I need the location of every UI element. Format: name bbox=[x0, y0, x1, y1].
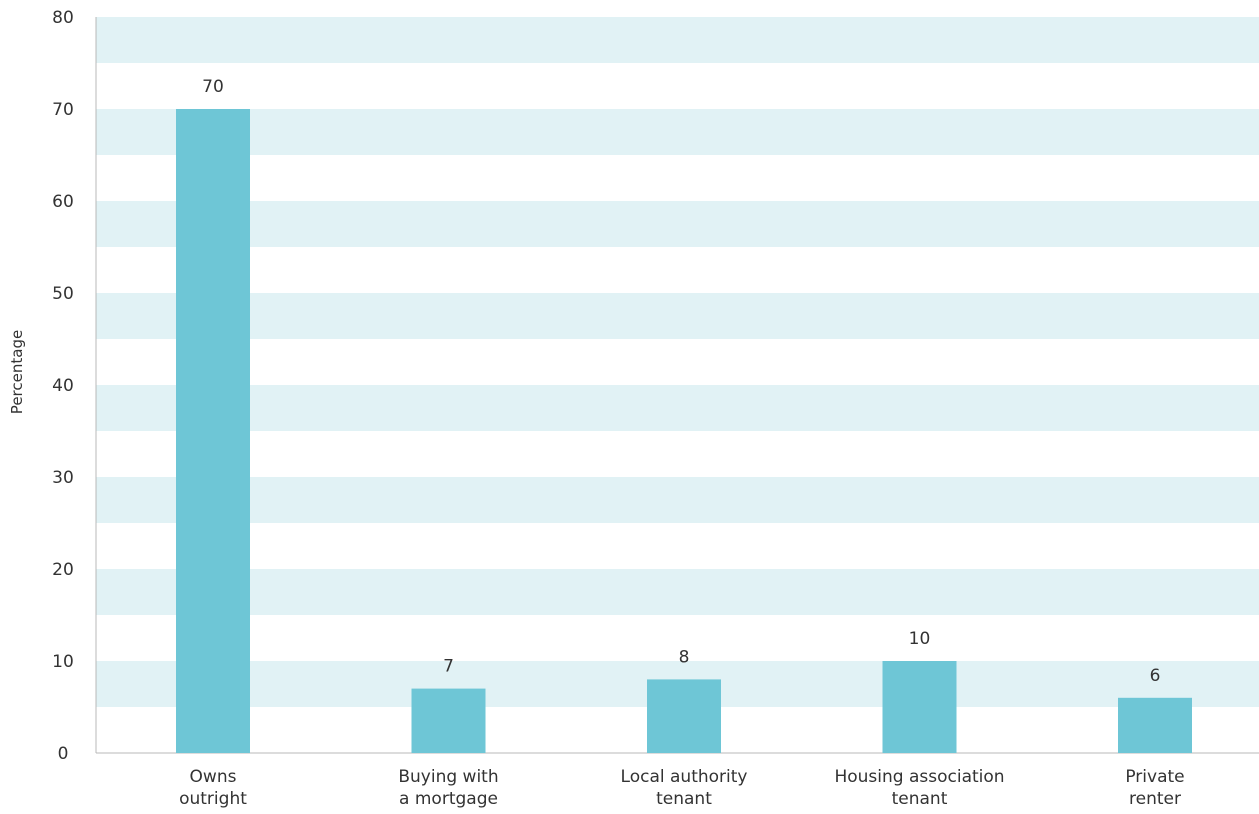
bar bbox=[411, 688, 486, 753]
y-tick-label: 40 bbox=[52, 376, 74, 396]
y-axis-title: Percentage bbox=[8, 330, 26, 414]
grid-band bbox=[96, 385, 1259, 431]
category-label: Housing association tenant bbox=[834, 767, 1004, 809]
y-tick-label: 10 bbox=[52, 652, 74, 672]
category-labels: Owns outright Buying with a mortgage Local a… bbox=[179, 767, 1185, 809]
data-label: 7 bbox=[443, 657, 454, 677]
data-label: 8 bbox=[679, 647, 690, 667]
grid-bands bbox=[96, 17, 1259, 707]
category-label: Owns outright bbox=[179, 767, 247, 809]
bar bbox=[882, 661, 957, 753]
y-tick-label: 70 bbox=[52, 100, 74, 120]
bar bbox=[176, 109, 250, 753]
y-tick-label: 20 bbox=[52, 560, 74, 580]
category-label: Local authority tenant bbox=[621, 767, 748, 809]
y-tick-label: 60 bbox=[52, 192, 74, 212]
data-label: 10 bbox=[909, 629, 931, 649]
y-tick-label: 30 bbox=[52, 468, 74, 488]
data-label: 70 bbox=[202, 77, 224, 97]
grid-band bbox=[96, 17, 1259, 63]
bar bbox=[1118, 697, 1192, 753]
category-label: Private renter bbox=[1125, 767, 1184, 809]
y-tick-label: 0 bbox=[58, 744, 69, 764]
grid-band bbox=[96, 293, 1259, 339]
grid-band bbox=[96, 477, 1259, 523]
grid-band bbox=[96, 201, 1259, 247]
category-label: Buying with a mortgage bbox=[398, 767, 498, 809]
y-tick-label: 50 bbox=[52, 284, 74, 304]
y-axis-ticks: 0 10 20 30 40 50 60 70 80 bbox=[52, 8, 74, 764]
y-tick-label: 80 bbox=[52, 8, 74, 28]
bar bbox=[647, 679, 721, 753]
data-label: 6 bbox=[1150, 666, 1161, 686]
grid-band bbox=[96, 109, 1259, 155]
bars bbox=[176, 109, 1192, 753]
grid-band bbox=[96, 569, 1259, 615]
data-labels: 70 7 8 10 6 bbox=[202, 77, 1160, 686]
